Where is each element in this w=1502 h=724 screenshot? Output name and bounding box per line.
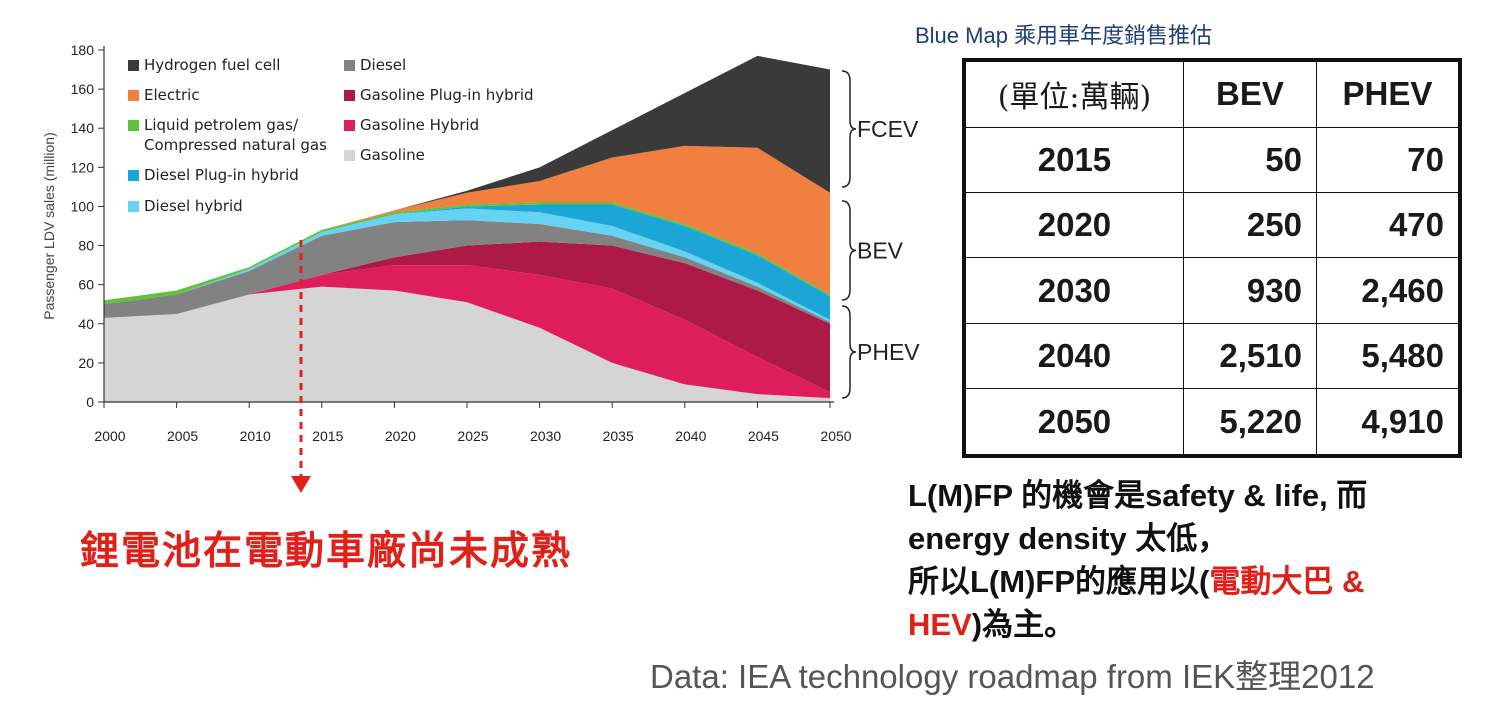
legend-swatch [344,90,355,101]
cell-year: 2040 [963,322,1184,390]
table-row: 2015 50 70 [963,126,1461,193]
y-tick-label: 80 [78,238,94,254]
note-line-2: energy density 太低， [908,521,1229,556]
lfp-note: L(M)FP 的機會是safety & life, 而 energy densi… [908,474,1488,646]
cell-bev: 50 [1182,126,1317,193]
legend-label: Diesel Plug-in hybrid [144,166,299,184]
note-line-3-highlight: 電動大巴 & [1209,564,1365,599]
area-diesel [104,220,830,324]
x-tick-label: 2010 [240,428,271,444]
cell-year: 2030 [963,257,1184,324]
legend-swatch [344,60,355,71]
y-tick-label: 20 [78,355,94,371]
table-header-row: (單位:萬輛) BEV PHEV [963,59,1461,128]
legend-swatch [344,120,355,131]
cell-year: 2015 [963,126,1184,193]
area-gasoline [104,286,830,402]
y-axis-label: Passenger LDV sales (million) [41,132,57,320]
x-tick-label: 2015 [312,428,343,444]
cell-phev: 2,460 [1315,257,1461,324]
chart-brackets: FCEV BEV PHEV [841,70,920,399]
cell-phev: 470 [1315,191,1461,259]
chart-areas [104,55,830,402]
x-tick-label: 2030 [530,428,561,444]
legend-swatch [128,120,139,131]
table-row: 2030 930 2,460 [963,257,1461,324]
bracket-label: PHEV [857,339,920,365]
area-diesel-plug-in-hybrid [104,204,830,320]
bracket-label: FCEV [857,116,919,142]
callout-arrow [291,240,311,493]
y-tick-label: 120 [71,159,95,175]
cell-bev: 5,220 [1182,388,1317,457]
area-electric [104,145,830,301]
note-line-3-text: 所以L(M)FP的應用以( [908,564,1210,599]
note-line-1: L(M)FP 的機會是safety & life, 而 [908,478,1368,513]
x-tick-label: 2020 [385,428,416,444]
legend-label: Diesel [360,56,406,74]
x-tick-label: 2035 [603,428,634,444]
x-tick-label: 2005 [167,428,198,444]
x-tick-label: 2025 [457,428,488,444]
x-tick-label: 2045 [748,428,779,444]
legend-label: Hydrogen fuel cell [144,56,280,74]
table-row: 2040 2,510 5,480 [963,322,1461,390]
legend-label: Gasoline Hybrid [360,116,479,134]
area-liquid-petrolem-gas-compressed-natural-gas [104,202,830,305]
y-tick-label: 60 [78,277,94,293]
legend-label: Diesel hybrid [144,197,243,215]
legend-swatch [128,60,139,71]
table-row: 2020 250 470 [963,191,1461,259]
y-tick-label: 180 [71,42,95,58]
y-tick-label: 100 [71,198,95,214]
note-line-4-text: )為主。 [971,607,1076,642]
table-title: Blue Map 乘用車年度銷售推估 [915,23,1213,48]
cell-bev: 2,510 [1182,322,1317,390]
cell-phev: 4,910 [1315,388,1461,457]
chart-legend: Hydrogen fuel cell Electric Liquid petrole… [128,56,534,215]
cell-phev: 70 [1315,126,1461,193]
cell-bev: 250 [1182,191,1317,259]
legend-label-line2: Compressed natural gas [144,136,327,154]
battery-callout: 鋰電池在電動車廠尚未成熟 [80,529,573,574]
legend-swatch [128,201,139,212]
note-line-3: 所以L(M)FP的應用以(電動大巴 & [908,560,1488,603]
note-line-4-highlight: HEV [908,607,972,642]
y-tick-label: 140 [71,120,95,136]
header-phev: PHEV [1315,59,1461,128]
bracket [841,305,857,399]
cell-phev: 5,480 [1315,322,1461,390]
legend-label: Electric [144,86,200,104]
y-tick-label: 40 [78,316,94,332]
y-tick-label: 160 [71,81,95,97]
area-hydrogen-fuel-cell [104,55,830,301]
legend-swatch [128,90,139,101]
sales-forecast-table: (單位:萬輛) BEV PHEV 2015 50 70 2020 250 470… [962,58,1462,458]
cell-bev: 930 [1182,257,1317,324]
legend-label: Gasoline [360,146,425,164]
arrow-head [291,476,311,493]
legend-swatch [344,150,355,161]
bracket [841,200,857,301]
data-source: Data: IEA technology roadmap from IEK整理2… [650,658,1375,695]
x-tick-label: 2040 [675,428,706,444]
table-row: 2050 5,220 4,910 [963,388,1461,457]
y-tick-label: 0 [86,394,94,410]
bracket-label: BEV [857,238,904,264]
legend-label: Gasoline Plug-in hybrid [360,86,534,104]
area-gasoline-plug-in-hybrid [104,241,830,393]
bracket [841,70,857,188]
cell-year: 2050 [963,388,1184,457]
header-unit: (單位:萬輛) [963,59,1184,128]
note-line-4: HEV)為主。 [908,603,1488,646]
area-gasoline-hybrid [104,265,830,399]
x-tick-label: 2000 [94,428,125,444]
legend-swatch [128,170,139,181]
legend-label: Liquid petrolem gas/ [144,116,299,134]
cell-year: 2020 [963,191,1184,259]
x-tick-label: 2050 [820,428,851,444]
header-bev: BEV [1182,59,1317,128]
